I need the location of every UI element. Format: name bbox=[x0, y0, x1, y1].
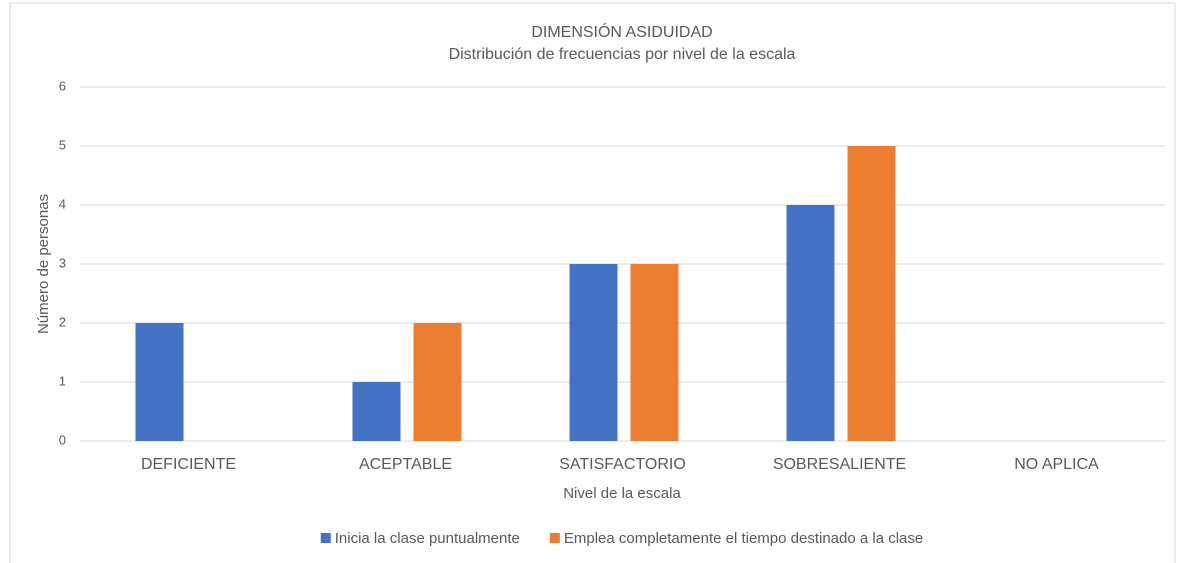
bar bbox=[413, 323, 462, 441]
y-tick-label: 3 bbox=[59, 255, 66, 270]
y-tick-label: 6 bbox=[59, 78, 66, 93]
chart-title: DIMENSIÓN ASIDUIDAD bbox=[531, 22, 712, 41]
y-axis-label: Número de personas bbox=[35, 194, 52, 334]
y-tick-label: 2 bbox=[59, 314, 66, 329]
x-tick-label: SATISFACTORIO bbox=[559, 456, 686, 473]
x-tick-label: NO APLICA bbox=[1014, 456, 1099, 473]
y-tick-label: 1 bbox=[59, 373, 66, 388]
bar bbox=[786, 205, 835, 441]
x-axis-label: Nivel de la escala bbox=[563, 485, 681, 502]
legend-label: Emplea completamente el tiempo destinado… bbox=[564, 530, 923, 547]
bar bbox=[352, 382, 401, 441]
chart-subtitle: Distribución de frecuencias por nivel de… bbox=[449, 46, 796, 63]
legend-swatch bbox=[549, 533, 560, 543]
legend-swatch bbox=[320, 533, 331, 543]
x-tick-label: SOBRESALIENTE bbox=[773, 456, 906, 473]
x-tick-label: ACEPTABLE bbox=[359, 456, 452, 473]
y-tick-label: 5 bbox=[59, 137, 66, 152]
y-tick-label: 4 bbox=[59, 196, 66, 211]
bar bbox=[630, 264, 679, 441]
x-tick-label: DEFICIENTE bbox=[141, 456, 236, 473]
bar bbox=[135, 323, 184, 441]
bar bbox=[569, 264, 618, 441]
bar bbox=[847, 146, 896, 441]
legend-label: Inicia la clase puntualmente bbox=[335, 530, 520, 547]
y-tick-label: 0 bbox=[59, 432, 66, 447]
chart-frame bbox=[9, 2, 1176, 563]
